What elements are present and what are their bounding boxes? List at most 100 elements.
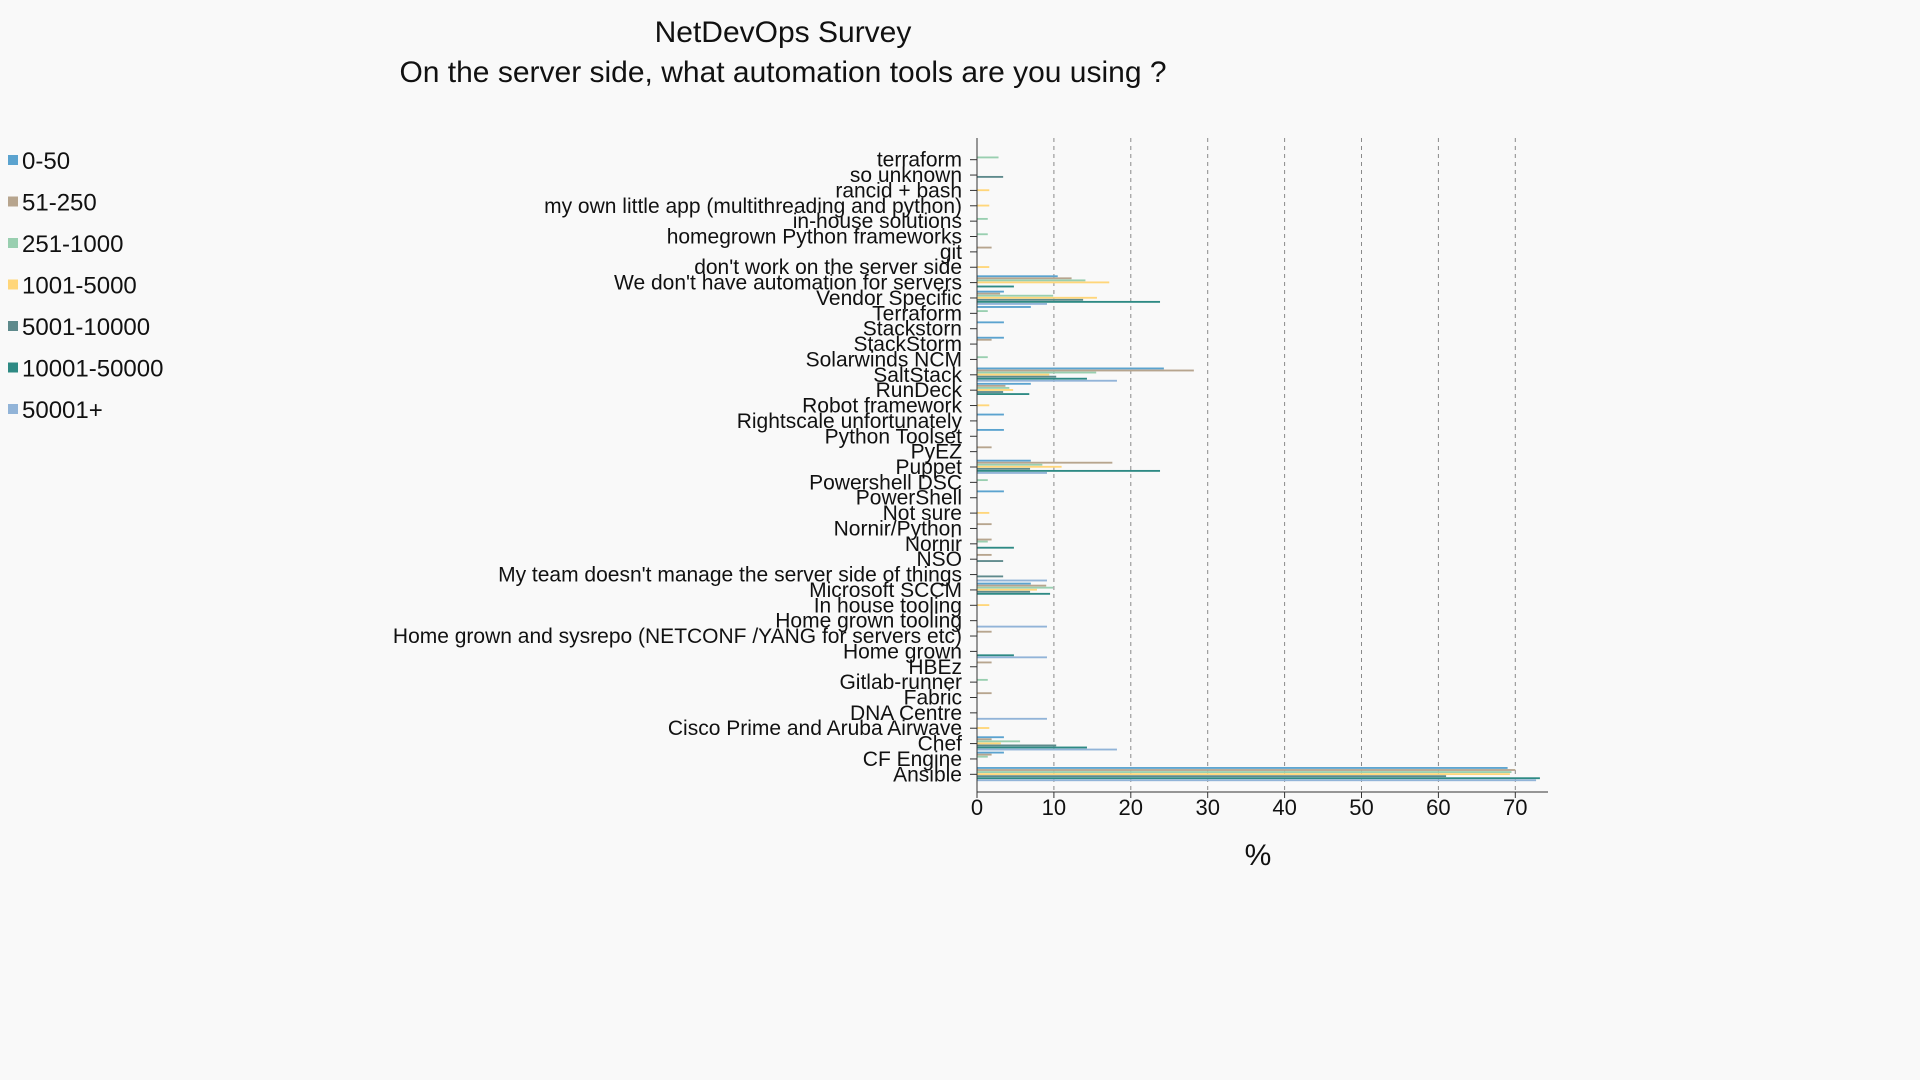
bar: [977, 511, 990, 514]
bar: [977, 582, 1031, 585]
chart-title: NetDevOps Survey: [655, 16, 912, 49]
bar: [977, 367, 1164, 370]
bar: [977, 306, 1031, 308]
bar: [977, 740, 1021, 743]
legend-swatch: [8, 404, 18, 414]
bar: [977, 575, 1004, 578]
bar: [977, 369, 1194, 372]
bar: [977, 391, 1004, 393]
category-label: Python Toolset: [825, 425, 963, 448]
chart-subtitle: On the server side, what automation tool…: [399, 56, 1166, 89]
bar: [977, 553, 992, 556]
bar: [977, 742, 1001, 745]
bar: [977, 204, 990, 207]
category-label: git: [940, 241, 962, 264]
category-label: Home grown: [843, 640, 962, 663]
bar: [977, 338, 992, 341]
bar: [977, 404, 990, 407]
category-label: NSO: [916, 548, 962, 571]
legend-swatch: [8, 321, 18, 331]
x-axis-label: %: [1245, 839, 1272, 872]
category-label: RunDeck: [876, 379, 963, 402]
bar: [977, 356, 988, 359]
x-tick-label-30: 30: [1195, 795, 1219, 820]
legend-label: 10001-50000: [22, 356, 163, 383]
category-label: Nornir/Python: [834, 517, 962, 540]
bar: [977, 717, 1047, 720]
bar: [977, 300, 1161, 303]
x-tick-label-0: 0: [971, 795, 983, 820]
bars: [977, 156, 1540, 782]
category-label: Robot framework: [802, 395, 962, 418]
bar: [977, 779, 1537, 782]
category-label: Powershell DSC: [809, 471, 962, 494]
bar: [977, 755, 988, 758]
bar: [977, 773, 1510, 776]
bar: [977, 588, 1037, 591]
bar: [977, 775, 1447, 778]
bar: [977, 285, 1014, 288]
category-label: my own little app (multithreading and py…: [544, 195, 962, 218]
bar: [977, 751, 1004, 754]
bar: [977, 379, 1117, 382]
x-tick-label-50: 50: [1349, 795, 1373, 820]
bar: [977, 382, 1031, 385]
category-label: Nornir: [905, 533, 962, 556]
bar: [977, 744, 1057, 747]
legend-swatch: [8, 238, 18, 248]
bar: [977, 604, 990, 607]
bar: [977, 459, 1031, 462]
category-label: Fabric: [904, 686, 962, 709]
bar: [977, 579, 1047, 582]
legend-label: 51-250: [22, 190, 97, 217]
bar: [977, 753, 992, 756]
bar: [977, 298, 1084, 301]
bar: [977, 584, 1047, 587]
bar: [977, 469, 1161, 472]
legend-swatch: [8, 362, 18, 373]
chart: NetDevOps Survey On the server side, wha…: [8, 16, 1548, 872]
bar: [977, 377, 1087, 380]
bar: [977, 461, 1113, 464]
bar: [977, 463, 1043, 466]
category-label: rancid + bash: [835, 179, 962, 202]
bar: [977, 777, 1540, 780]
bar: [977, 413, 1004, 416]
bar: [977, 336, 1004, 339]
bar: [977, 302, 1047, 305]
bar: [977, 266, 990, 268]
bar: [977, 479, 988, 482]
bar: [977, 310, 988, 313]
grid: [1053, 138, 1516, 792]
bar: [977, 296, 1097, 299]
x-tick-label-60: 60: [1426, 795, 1450, 820]
legend-swatch: [8, 155, 18, 165]
category-label: In house tooling: [814, 594, 962, 617]
category-label: PowerShell: [856, 487, 962, 510]
bar: [977, 748, 1117, 751]
bar: [977, 769, 1516, 771]
category-label: terraform: [877, 149, 962, 172]
x-tick-label-10: 10: [1042, 795, 1066, 820]
bar: [977, 189, 990, 192]
bar: [977, 294, 1054, 297]
bar: [977, 371, 1097, 374]
category-label: Chef: [918, 733, 963, 756]
bar: [977, 292, 1001, 295]
bar: [977, 428, 1004, 431]
category-label: SaltStack: [873, 364, 962, 387]
bar: [977, 490, 1004, 493]
bar: [977, 393, 1030, 395]
legend-label: 5001-10000: [22, 314, 150, 341]
bar: [977, 279, 1086, 282]
category-label: so unknown: [850, 164, 962, 187]
category-label: Stackstorn: [863, 318, 962, 341]
bar: [977, 661, 992, 664]
x-tick-label-70: 70: [1503, 795, 1527, 820]
bar: [977, 281, 1110, 284]
x-axis: 0 10 20 30 40 50 60 70: [971, 791, 1548, 820]
category-label: PyEZ: [911, 441, 963, 464]
bar: [977, 546, 1014, 549]
category-label: Terraform: [872, 302, 962, 325]
